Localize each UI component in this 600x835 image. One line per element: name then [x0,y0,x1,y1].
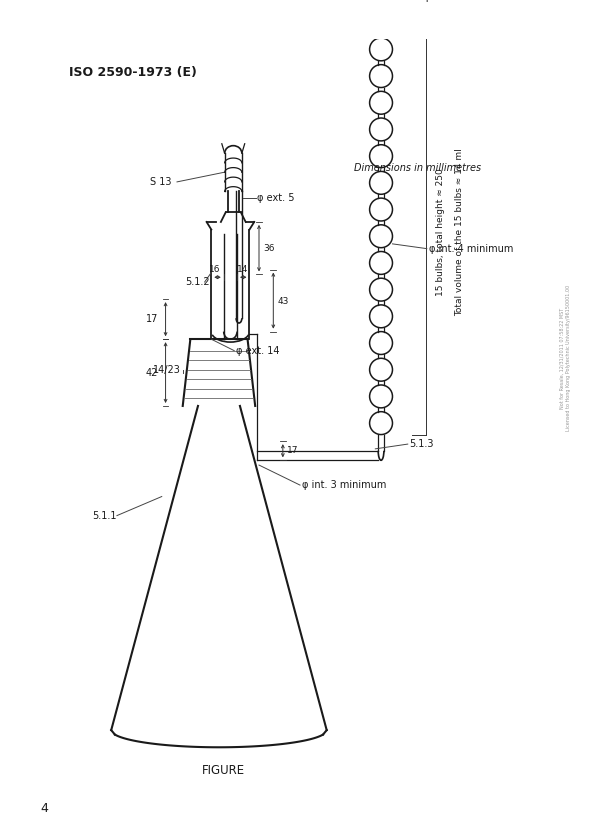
Text: φ ext. 14: φ ext. 14 [236,346,280,356]
Text: Dimensions in millimetres: Dimensions in millimetres [354,163,481,173]
Text: 5.1.3: 5.1.3 [410,439,434,449]
Text: ISO 2590-1973 (E): ISO 2590-1973 (E) [69,66,197,78]
Text: FIGURE: FIGURE [202,764,245,777]
Text: 14: 14 [237,265,248,274]
Text: 17: 17 [146,314,158,324]
Text: 43: 43 [277,296,289,306]
Text: 17: 17 [287,446,298,455]
Text: Licensed to Hong Kong Polytechnic University/96150001.00: Licensed to Hong Kong Polytechnic Univer… [566,286,571,432]
Text: 4: 4 [41,802,49,815]
Text: 36: 36 [263,244,274,253]
Text: Total volume of the 15 bulbs ≈ 14 ml: Total volume of the 15 bulbs ≈ 14 ml [455,149,464,316]
Text: φ int. ≈ 12: φ int. ≈ 12 [424,0,476,2]
Text: 26: 26 [404,0,415,3]
Text: φ int. 3 minimum: φ int. 3 minimum [302,480,386,490]
Text: 5.1.1: 5.1.1 [92,510,116,520]
Text: φ int. 4 minimum: φ int. 4 minimum [429,244,513,254]
Text: S 13: S 13 [151,177,172,187]
Text: 14/23: 14/23 [153,365,181,375]
Text: 16: 16 [209,265,221,274]
Text: 15 bulbs, total height ≈ 250: 15 bulbs, total height ≈ 250 [436,169,445,296]
Text: 5.1.2: 5.1.2 [185,277,210,287]
Text: φ ext. 5: φ ext. 5 [257,193,295,203]
Text: Not for Resale, 12/31/2011 07:58:22 MST: Not for Resale, 12/31/2011 07:58:22 MST [560,307,565,409]
Text: 42: 42 [146,367,158,377]
